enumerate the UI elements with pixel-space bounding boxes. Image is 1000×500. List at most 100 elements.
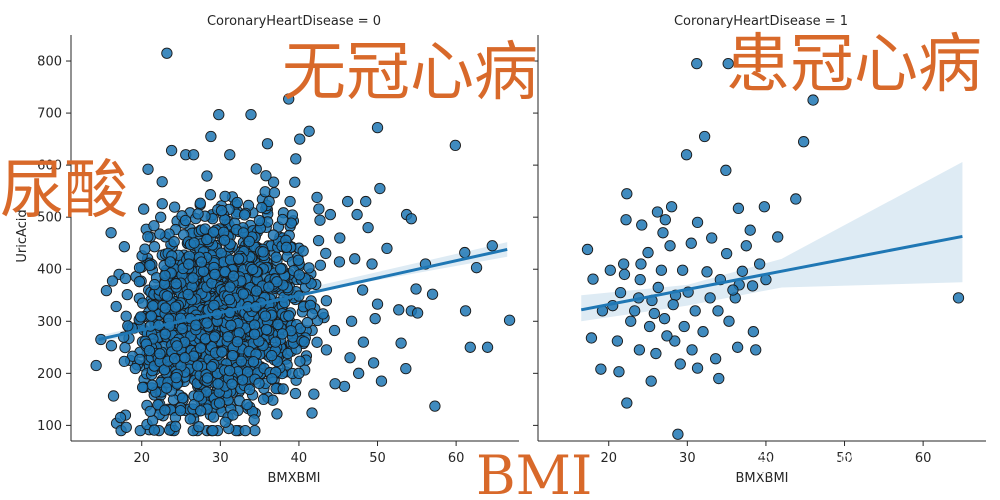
data-point — [604, 264, 616, 276]
data-point — [280, 241, 293, 253]
data-point — [267, 394, 279, 406]
data-point — [194, 197, 206, 209]
data-point — [121, 289, 133, 301]
y-tick-label: 100 — [37, 419, 62, 434]
data-point — [614, 287, 627, 299]
data-point — [168, 201, 181, 213]
data-point — [746, 280, 759, 292]
data-point — [659, 214, 671, 226]
data-point — [621, 397, 633, 409]
y-tick-label: 500 — [37, 211, 62, 226]
data-point — [657, 227, 669, 239]
data-point — [691, 216, 704, 229]
data-point — [613, 366, 625, 378]
data-point — [658, 313, 671, 325]
data-point — [191, 360, 204, 372]
data-point — [349, 253, 361, 265]
data-point — [154, 348, 166, 360]
data-point — [209, 268, 221, 280]
data-point — [807, 94, 819, 106]
data-point — [237, 288, 249, 300]
data-point — [110, 300, 122, 313]
data-point — [618, 268, 631, 281]
axes-no-chd: 20 30 40 50 60 100 200 300 400 500 600 700 800 — [37, 35, 519, 466]
data-point — [248, 414, 260, 426]
data-point — [219, 416, 232, 428]
data-point — [283, 93, 295, 105]
data-point — [366, 258, 378, 270]
y-tick-label: 200 — [37, 367, 62, 382]
data-point — [107, 390, 120, 402]
y-tick-label: 800 — [37, 55, 62, 70]
data-point — [148, 241, 161, 253]
data-point — [176, 392, 189, 404]
data-point — [645, 375, 657, 387]
data-point — [239, 424, 251, 437]
data-point — [449, 139, 461, 151]
data-point — [470, 262, 483, 274]
panel-has-chd: CoronaryHeartDisease = 1 20 30 40 50 60 BMXB… — [533, 14, 986, 486]
data-point — [429, 400, 441, 412]
data-point — [301, 316, 314, 329]
data-point — [269, 336, 282, 348]
data-point — [798, 136, 810, 148]
data-point — [740, 240, 752, 252]
x-tick-label: 60 — [915, 451, 932, 466]
data-point — [713, 372, 725, 385]
data-point — [231, 196, 243, 209]
data-point — [170, 278, 182, 290]
points-has-chd — [581, 57, 965, 440]
data-point — [257, 246, 269, 258]
x-tick-label: 40 — [758, 451, 775, 466]
data-point — [367, 357, 380, 369]
data-point — [129, 362, 141, 375]
data-point — [227, 409, 239, 421]
data-point — [215, 204, 228, 217]
data-point — [732, 202, 745, 214]
data-point — [362, 221, 374, 234]
data-point — [643, 320, 656, 333]
data-point — [90, 359, 102, 372]
data-point — [105, 340, 118, 352]
data-point — [253, 214, 265, 227]
overlay-no-chd: 无冠心病 — [282, 36, 538, 110]
data-point — [634, 273, 646, 286]
regression-line-has-chd — [580, 234, 963, 312]
data-point — [133, 262, 146, 274]
data-point — [207, 424, 219, 437]
data-point — [271, 276, 283, 288]
data-point — [144, 405, 156, 418]
data-point — [226, 349, 239, 362]
data-point — [664, 240, 676, 252]
data-point — [581, 243, 594, 256]
data-point — [243, 235, 255, 248]
data-point — [226, 378, 238, 390]
data-point — [245, 108, 257, 121]
data-point — [667, 298, 679, 311]
data-point — [154, 228, 166, 240]
data-point — [201, 317, 213, 329]
data-point — [381, 242, 393, 255]
data-point — [655, 264, 668, 276]
data-point — [187, 149, 200, 161]
data-point — [629, 305, 641, 317]
data-point — [170, 372, 182, 384]
data-point — [320, 247, 332, 260]
data-point — [587, 273, 599, 285]
data-point — [257, 393, 270, 406]
data-point — [231, 336, 244, 348]
data-point — [276, 213, 289, 226]
data-point — [374, 182, 386, 195]
data-point — [736, 265, 749, 277]
data-point — [722, 57, 734, 70]
data-point — [206, 361, 218, 373]
data-point — [227, 270, 240, 282]
data-point — [161, 290, 173, 302]
data-point — [143, 344, 156, 357]
data-point — [134, 353, 146, 365]
data-point — [698, 130, 711, 143]
data-point — [357, 336, 370, 348]
data-point — [625, 315, 637, 327]
data-point — [241, 398, 253, 411]
